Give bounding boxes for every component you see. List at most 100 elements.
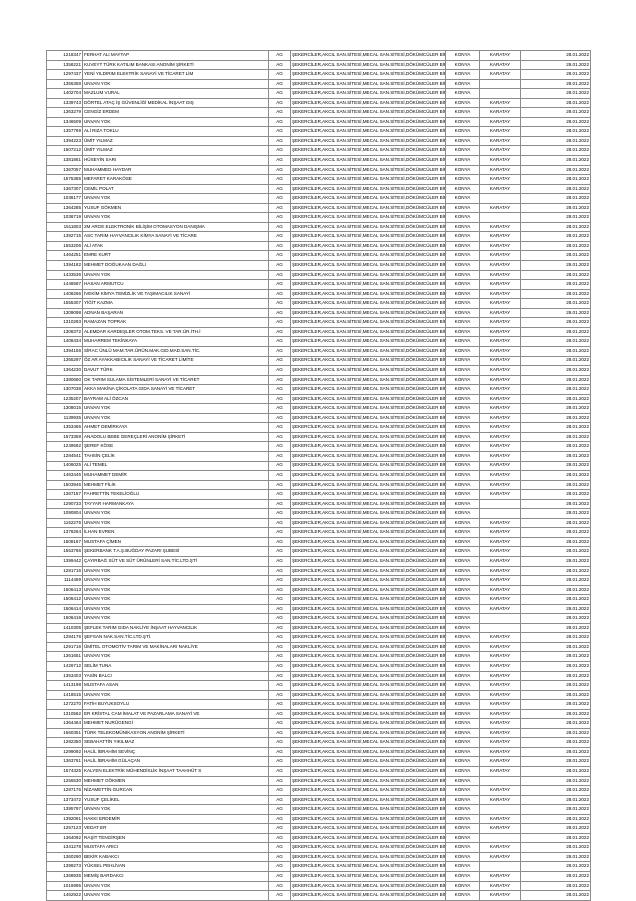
cell-id[interactable]: 1361651 (46, 651, 83, 662)
table-row[interactable]: 1299092 HALİL İBRAHİM SEVİNÇ AG ŞEKERCİLER,… (46, 746, 591, 758)
cell-district[interactable]: KARATAY (479, 240, 521, 252)
cell-date[interactable]: 28.01.2022 (520, 584, 591, 596)
cell-date[interactable]: 28.01.2022 (520, 193, 591, 204)
cell-id[interactable]: 1462922 (46, 890, 83, 901)
cell-district[interactable]: KARATAY (479, 871, 521, 882)
cell-date[interactable]: 28.01.2022 (520, 880, 591, 892)
cell-id[interactable]: 1339743 (46, 97, 83, 109)
cell-name[interactable]: İVEKİM KİMYA TEMİZLİK VE TAŞIMACILIK SAN… (82, 288, 269, 300)
cell-type[interactable]: AG (268, 756, 291, 767)
cell-date[interactable]: 28.01.2022 (520, 183, 591, 195)
cell-city[interactable]: KONYA (445, 326, 480, 338)
cell-type[interactable]: AG (268, 479, 291, 491)
cell-address[interactable]: ŞEKERCİLER,AKCIL SAN.SİTESİ,MECAL SAN.Sİ… (290, 689, 446, 701)
cell-date[interactable]: 28.01.2022 (520, 202, 591, 214)
table-row[interactable]: 1367157 FAHRETTİN TEKELİOĞLU AG ŞEKERCİLER,… (46, 489, 591, 500)
cell-district[interactable]: KARATAY (479, 422, 521, 433)
cell-district[interactable]: KARATAY (479, 336, 521, 347)
cell-name[interactable]: VEDAT ER (82, 823, 269, 834)
cell-name[interactable]: MEMİŞ BARDAKCI (82, 871, 269, 882)
cell-date[interactable]: 28.01.2022 (520, 384, 591, 395)
cell-name[interactable]: UNVAN YOK (82, 880, 269, 892)
cell-type[interactable]: AG (268, 785, 291, 796)
cell-district[interactable]: KARATAY (479, 59, 521, 71)
cell-name[interactable]: MEHMET DOĞUKAAN DAĞLI (82, 260, 269, 271)
cell-city[interactable]: KONYA (445, 374, 480, 386)
cell-date[interactable]: 28.01.2022 (520, 307, 591, 319)
cell-city[interactable]: KONYA (445, 575, 480, 586)
cell-name[interactable]: AKKA MAKİNA ÇİKOLATA GIDA SANAYİ VE TİCA… (82, 384, 269, 395)
cell-name[interactable]: UNVAN YOK (82, 651, 269, 662)
cell-date[interactable]: 28.01.2022 (520, 69, 591, 80)
table-row[interactable]: 1399442 ÇAYIRBAĞ SÜT VE SÜT ÜRÜNLERİ SAN.… (46, 556, 591, 567)
cell-id[interactable]: 1281716 (46, 565, 83, 577)
cell-city[interactable]: KONYA (445, 279, 480, 290)
cell-id[interactable]: 1394182 (46, 260, 83, 271)
cell-city[interactable]: KONYA (445, 594, 480, 605)
cell-name[interactable]: UNVAN YOK (82, 269, 269, 281)
cell-id[interactable]: 1506412 (46, 594, 83, 605)
cell-name[interactable]: UNVAN YOK (82, 689, 269, 701)
cell-name[interactable]: UNVAN YOK (82, 193, 269, 204)
cell-id[interactable]: 1410305 (46, 622, 83, 634)
table-row[interactable]: 1152276 UNVAN YOK AG ŞEKERCİLER,AKCIL SAN.S… (46, 517, 591, 529)
cell-address[interactable]: ŞEKERCİLER,AKCIL SAN.SİTESİ,MECAL SAN.Sİ… (290, 50, 446, 61)
cell-type[interactable]: AG (268, 842, 291, 853)
cell-name[interactable]: ŞEREF KÖSE (82, 441, 269, 452)
cell-district[interactable]: KARATAY (479, 97, 521, 109)
cell-date[interactable]: 28.01.2022 (520, 260, 591, 271)
table-row[interactable]: 1090804 UNVAN YOK AG ŞEKERCİLER,AKCIL SAN.S… (46, 508, 591, 519)
table-row[interactable]: 1308015 UNVAN YOK AG ŞEKERCİLER,AKCIL SAN.S… (46, 403, 591, 414)
cell-id[interactable]: 1364464 (46, 718, 83, 729)
cell-city[interactable]: KONYA (445, 97, 480, 109)
cell-name[interactable]: HÜSEYİN SARI (82, 155, 269, 166)
cell-date[interactable]: 28.01.2022 (520, 155, 591, 166)
cell-name[interactable]: TAHSİN ÇELİK (82, 450, 269, 462)
cell-date[interactable]: 28.01.2022 (520, 680, 591, 691)
cell-district[interactable] (479, 804, 521, 815)
cell-address[interactable]: ŞEKERCİLER,AKCIL SAN.SİTESİ,MECAL SAN.Sİ… (290, 861, 446, 873)
cell-type[interactable]: AG (268, 193, 291, 204)
cell-id[interactable]: 1308372 (46, 326, 83, 338)
table-row[interactable]: 1364230 DAVUT TÜRK AG ŞEKERCİLER,AKCIL SAN.… (46, 365, 591, 376)
table-row[interactable]: 1036177 UNVAN YOK AG ŞEKERCİLER,AKCIL SAN.S… (46, 193, 591, 204)
cell-date[interactable]: 28.01.2022 (520, 842, 591, 853)
cell-name[interactable]: MEFARET KARAKÖSE (82, 174, 269, 185)
cell-district[interactable]: KARATAY (479, 221, 521, 233)
cell-date[interactable]: 28.01.2022 (520, 431, 591, 443)
cell-date[interactable]: 28.01.2022 (520, 135, 591, 147)
cell-date[interactable]: 28.01.2022 (520, 422, 591, 433)
cell-type[interactable]: AG (268, 565, 291, 577)
cell-city[interactable]: KONYA (445, 746, 480, 758)
cell-type[interactable]: AG (268, 460, 291, 472)
cell-type[interactable]: AG (268, 527, 291, 538)
table-row[interactable]: 1507212 ÜMİT YILMAZ AG ŞEKERCİLER,AKCIL SAN… (46, 145, 591, 156)
cell-type[interactable]: AG (268, 737, 291, 748)
table-row[interactable]: 1402704 MAZLUM VURAL AG ŞEKERCİLER,AKCIL SA… (46, 88, 591, 99)
cell-id[interactable]: 1506416 (46, 613, 83, 624)
cell-district[interactable]: KARATAY (479, 546, 521, 557)
cell-name[interactable]: MUHARREM TEKİNKAYA (82, 336, 269, 347)
cell-city[interactable]: KONYA (445, 661, 480, 672)
cell-id[interactable]: 1506413 (46, 584, 83, 596)
cell-id[interactable]: 1373472 (46, 794, 83, 806)
cell-name[interactable]: BEKİR KABAKCI (82, 851, 269, 863)
cell-address[interactable]: ŞEKERCİLER,AKCIL SAN.SİTESİ,MECAL SAN.Sİ… (290, 489, 446, 500)
cell-district[interactable]: KARATAY (479, 565, 521, 577)
cell-type[interactable]: AG (268, 575, 291, 586)
cell-name[interactable]: NİZAMETTİN GURCAN (82, 785, 269, 796)
cell-city[interactable]: KONYA (445, 823, 480, 834)
cell-name[interactable]: UNVAN YOK (82, 412, 269, 424)
cell-address[interactable]: ŞEKERCİLER,AKCIL SAN.SİTESİ,MECAL SAN.Sİ… (290, 851, 446, 863)
cell-name[interactable]: HALİL İBRAHİM SEVİNÇ (82, 746, 269, 758)
cell-district[interactable]: KARATAY (479, 183, 521, 195)
cell-id[interactable]: 1357769 (46, 126, 83, 137)
cell-city[interactable]: KONYA (445, 517, 480, 529)
table-row[interactable]: 1394223 ÜMİT YILMAZ AG ŞEKERCİLER,AKCIL SAN… (46, 135, 591, 147)
cell-date[interactable]: 28.01.2022 (520, 174, 591, 185)
cell-district[interactable]: KARATAY (479, 718, 521, 729)
cell-name[interactable]: YASİN BALCI (82, 670, 269, 682)
cell-type[interactable]: AG (268, 584, 291, 596)
cell-id[interactable]: 1406025 (46, 460, 83, 472)
cell-type[interactable]: AG (268, 164, 291, 176)
